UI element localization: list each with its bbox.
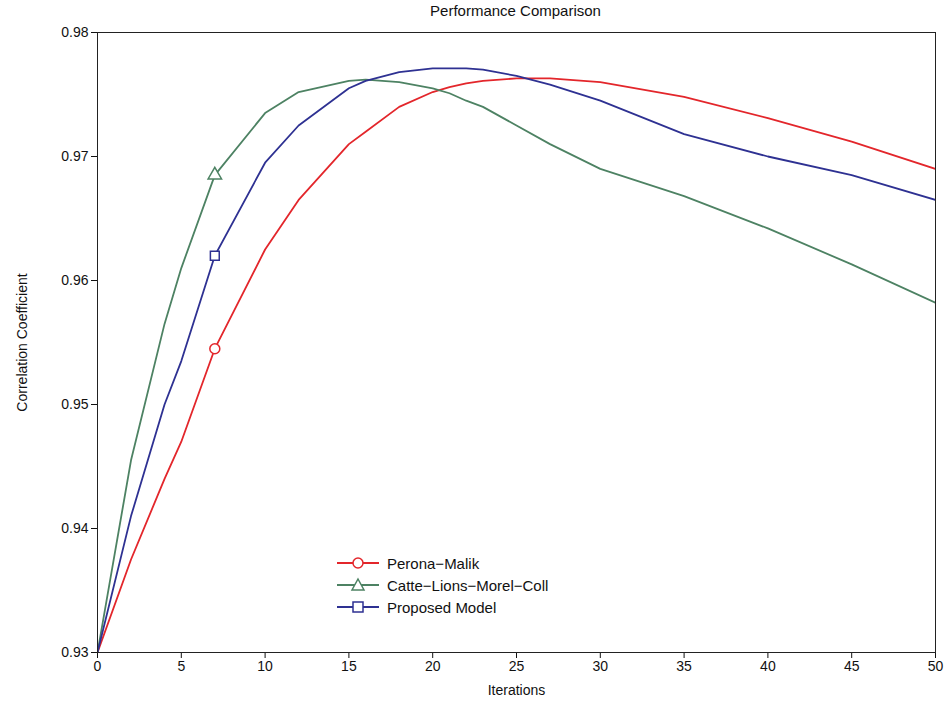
svg-text:40: 40 — [760, 658, 776, 674]
svg-text:0.94: 0.94 — [61, 520, 88, 536]
html-text:Performance Comparison: Performance Comparison — [430, 2, 601, 19]
html-text:Catte−Lions−Morel−Coll: Catte−Lions−Morel−Coll — [387, 576, 549, 594]
html-text:Perona−Malik: Perona−Malik — [387, 554, 480, 572]
svg-text:35: 35 — [676, 658, 692, 674]
svg-text:5: 5 — [177, 658, 185, 674]
svg-text:Correlation Coefficient: Correlation Coefficient — [14, 273, 30, 411]
svg-text:0: 0 — [94, 658, 102, 674]
svg-text:0.98: 0.98 — [61, 24, 88, 40]
svg-text:10: 10 — [257, 658, 273, 674]
svg-text:0.97: 0.97 — [61, 148, 88, 164]
svg-text:50: 50 — [928, 658, 944, 674]
svg-text:0.96: 0.96 — [61, 272, 88, 288]
svg-text:Iterations: Iterations — [488, 682, 546, 698]
svg-text:20: 20 — [425, 658, 441, 674]
svg-text:30: 30 — [593, 658, 609, 674]
html-text:Proposed Model: Proposed Model — [387, 598, 497, 616]
svg-text:0.93: 0.93 — [61, 644, 88, 660]
svg-text:0.95: 0.95 — [61, 396, 88, 412]
svg-text:45: 45 — [844, 658, 860, 674]
svg-text:15: 15 — [341, 658, 357, 674]
svg-text:25: 25 — [509, 658, 525, 674]
